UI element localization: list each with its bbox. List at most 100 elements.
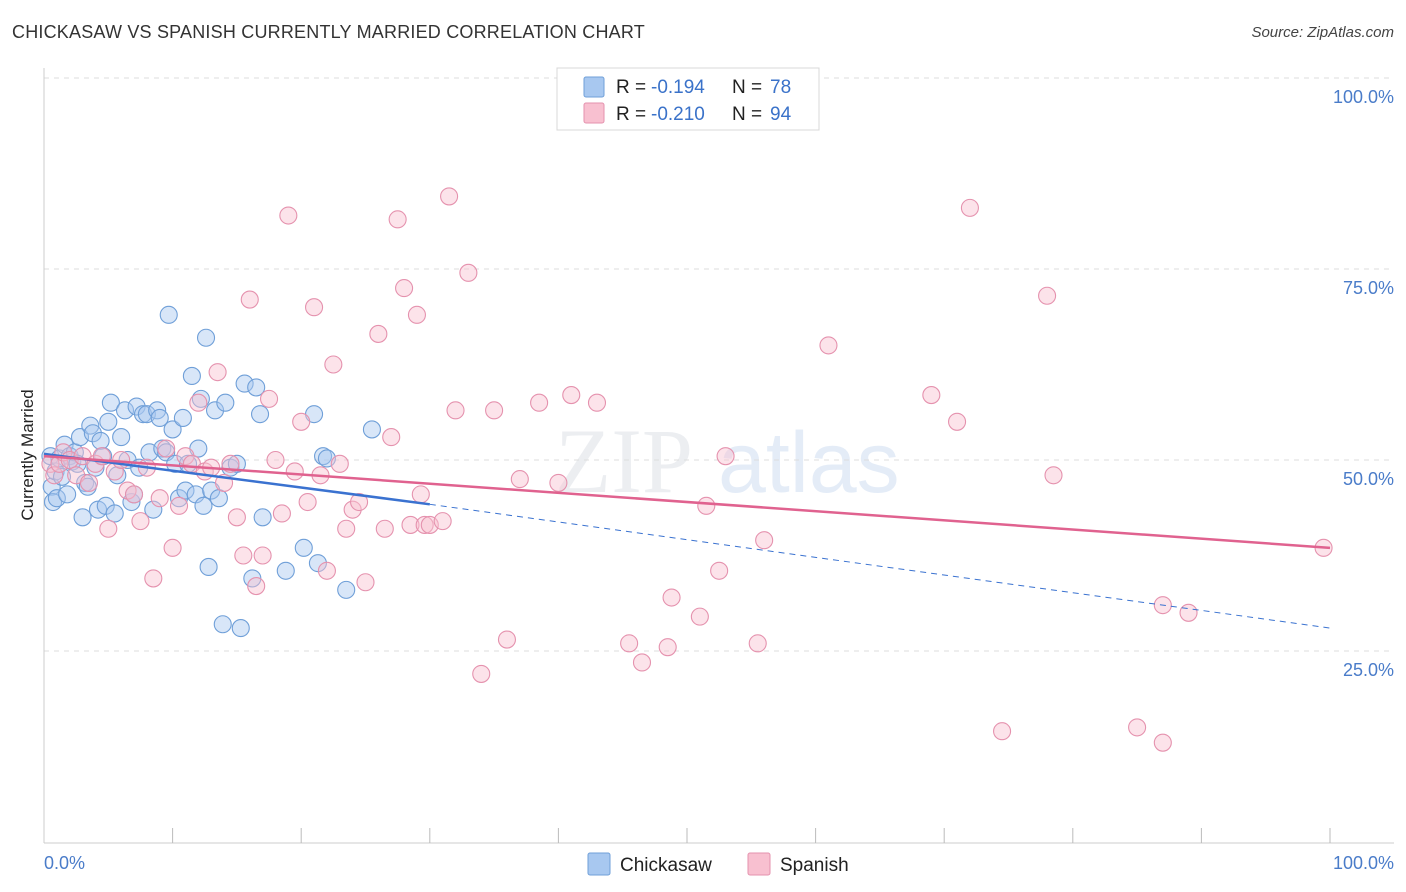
point-spanish-27 bbox=[208, 363, 227, 382]
legend-bottom-swatch-chickasaw bbox=[587, 852, 611, 876]
point-spanish-78 bbox=[697, 496, 716, 515]
y-tick-labels: 25.0% 50.0% 75.0% 100.0% bbox=[1333, 87, 1394, 680]
point-spanish-36 bbox=[266, 450, 285, 470]
trend-lines bbox=[43, 452, 1331, 629]
point-spanish-59 bbox=[415, 515, 434, 534]
legend-r-value-chickasaw: -0.194 bbox=[651, 77, 705, 98]
point-chickasaw-26 bbox=[105, 504, 124, 523]
legend-bottom-label-spanish: Spanish bbox=[780, 855, 849, 876]
point-spanish-66 bbox=[485, 401, 504, 420]
point-spanish-7 bbox=[79, 473, 99, 492]
point-spanish-31 bbox=[234, 546, 253, 565]
point-spanish-72 bbox=[587, 393, 607, 412]
point-spanish-47 bbox=[337, 519, 356, 538]
point-spanish-76 bbox=[662, 588, 681, 607]
legend-bottom-swatch-spanish bbox=[747, 852, 771, 876]
point-chickasaw-60 bbox=[213, 615, 232, 634]
point-spanish-74 bbox=[632, 653, 652, 672]
point-chickasaw-44 bbox=[163, 420, 182, 439]
point-spanish-51 bbox=[369, 324, 388, 343]
point-chickasaw-75 bbox=[337, 580, 356, 599]
point-chickasaw-28 bbox=[112, 428, 131, 447]
point-spanish-17 bbox=[144, 569, 163, 588]
x-tick-label-left: 0.0% bbox=[44, 853, 85, 873]
point-spanish-41 bbox=[298, 492, 317, 512]
point-spanish-75 bbox=[658, 638, 677, 657]
x-axis-ticks bbox=[172, 828, 1331, 843]
point-chickasaw-29 bbox=[115, 401, 135, 420]
legend-swatch-chickasaw bbox=[583, 76, 605, 98]
series-chickasaw bbox=[41, 305, 381, 638]
point-spanish-80 bbox=[716, 447, 735, 466]
point-spanish-68 bbox=[510, 470, 529, 489]
point-chickasaw-59 bbox=[209, 489, 228, 508]
point-spanish-54 bbox=[388, 210, 407, 229]
point-spanish-64 bbox=[459, 263, 478, 282]
point-spanish-30 bbox=[227, 508, 246, 527]
point-chickasaw-8 bbox=[58, 485, 77, 504]
legend-n-label-spanish: N = bbox=[732, 104, 762, 125]
point-spanish-40 bbox=[292, 412, 311, 431]
point-spanish-38 bbox=[279, 206, 298, 225]
point-chickasaw-61 bbox=[216, 393, 235, 412]
point-spanish-65 bbox=[472, 664, 491, 683]
point-chickasaw-25 bbox=[101, 393, 120, 412]
point-chickasaw-71 bbox=[294, 538, 313, 557]
point-spanish-90 bbox=[1128, 718, 1147, 737]
point-spanish-57 bbox=[407, 305, 426, 324]
point-spanish-69 bbox=[530, 393, 549, 412]
point-spanish-62 bbox=[440, 187, 459, 206]
point-chickasaw-4 bbox=[47, 489, 66, 508]
point-spanish-92 bbox=[1179, 603, 1198, 622]
point-spanish-87 bbox=[993, 722, 1012, 741]
point-spanish-50 bbox=[356, 573, 375, 592]
point-chickasaw-76 bbox=[362, 420, 381, 439]
point-spanish-81 bbox=[748, 634, 767, 653]
legend-top: R = -0.194 N = 78 R = -0.210 N = 94 bbox=[556, 67, 820, 131]
point-spanish-53 bbox=[382, 428, 401, 447]
point-spanish-73 bbox=[620, 634, 639, 653]
point-chickasaw-18 bbox=[83, 424, 102, 443]
trend-line-spanish bbox=[43, 454, 1331, 550]
point-spanish-32 bbox=[240, 290, 259, 309]
point-spanish-35 bbox=[259, 389, 279, 408]
x-tick-label-right: 100.0% bbox=[1333, 853, 1394, 873]
trend-line-chickasaw-extension bbox=[429, 503, 1331, 629]
point-spanish-58 bbox=[411, 485, 430, 504]
point-chickasaw-33 bbox=[127, 397, 146, 416]
point-spanish-20 bbox=[163, 538, 182, 557]
point-chickasaw-47 bbox=[173, 408, 192, 428]
point-spanish-55 bbox=[395, 279, 414, 298]
legend-n-value-spanish: 94 bbox=[770, 104, 792, 125]
point-spanish-86 bbox=[960, 198, 979, 217]
point-chickasaw-48 bbox=[176, 481, 195, 500]
point-spanish-93 bbox=[1153, 733, 1172, 752]
point-chickasaw-14 bbox=[73, 508, 92, 527]
point-spanish-10 bbox=[99, 519, 118, 538]
point-chickasaw-43 bbox=[159, 305, 178, 324]
point-spanish-14 bbox=[124, 485, 144, 504]
watermark-atlas: atlas bbox=[718, 415, 900, 511]
legend-bottom-label-chickasaw: Chickasaw bbox=[620, 855, 712, 876]
point-spanish-67 bbox=[497, 630, 517, 649]
point-spanish-39 bbox=[285, 462, 304, 481]
point-spanish-84 bbox=[922, 386, 941, 405]
y-axis-label: Currently Married bbox=[18, 389, 37, 520]
point-chickasaw-69 bbox=[253, 508, 272, 527]
point-chickasaw-35 bbox=[133, 405, 153, 424]
point-spanish-49 bbox=[350, 492, 369, 512]
trend-line-chickasaw bbox=[43, 452, 430, 506]
point-chickasaw-68 bbox=[250, 405, 270, 424]
point-chickasaw-46 bbox=[169, 489, 189, 508]
point-spanish-88 bbox=[1038, 286, 1057, 305]
point-spanish-52 bbox=[375, 519, 394, 538]
y-tick-label-75: 75.0% bbox=[1343, 278, 1394, 298]
point-chickasaw-65 bbox=[235, 374, 254, 393]
point-spanish-18 bbox=[150, 489, 169, 508]
y-tick-label-25: 25.0% bbox=[1343, 660, 1394, 680]
point-spanish-37 bbox=[272, 504, 291, 523]
point-chickasaw-38 bbox=[144, 500, 163, 519]
point-chickasaw-24 bbox=[99, 412, 118, 431]
point-spanish-63 bbox=[446, 401, 465, 420]
